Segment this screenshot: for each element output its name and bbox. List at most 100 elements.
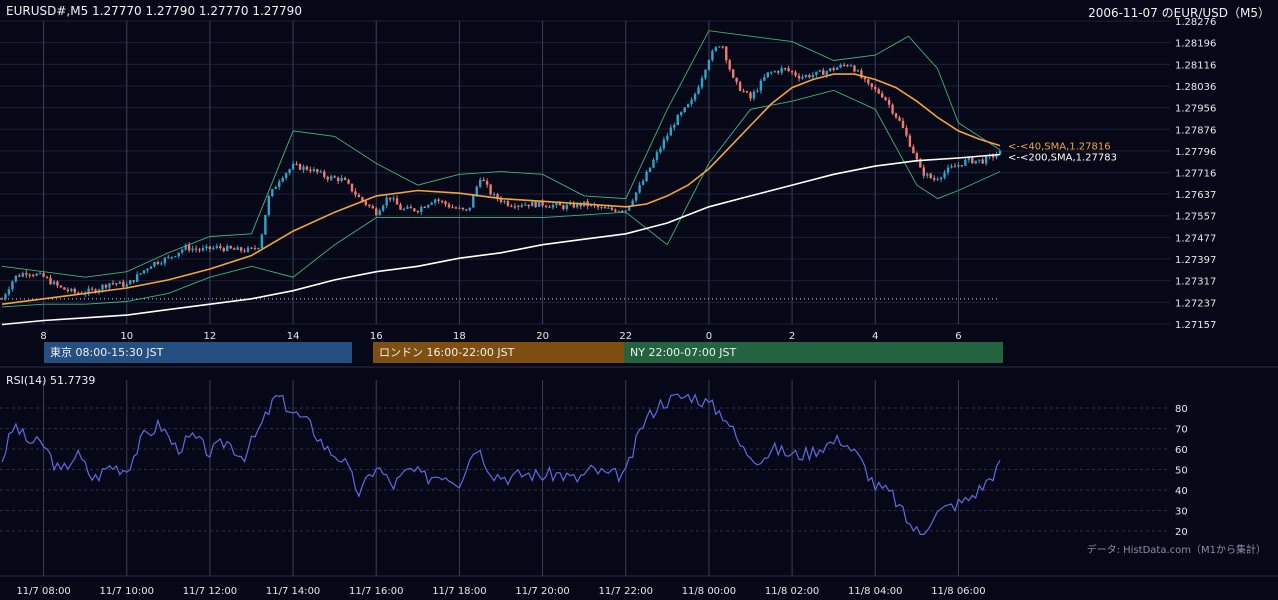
candle-body xyxy=(742,90,745,92)
candle-body xyxy=(385,197,388,206)
candle-body xyxy=(818,70,822,72)
candle-body xyxy=(437,199,440,201)
candle-body xyxy=(749,92,752,99)
candle-body xyxy=(146,268,149,271)
candle-body xyxy=(423,207,426,209)
candle-body xyxy=(641,181,645,185)
sma40-label: <-<40,SMA,1.27816 xyxy=(1008,142,1111,153)
candle-body xyxy=(829,68,832,72)
candle-body xyxy=(565,204,569,209)
candle-body xyxy=(87,288,90,294)
bollinger-upper-line xyxy=(1,30,1001,278)
candle-body xyxy=(763,77,766,81)
candle-body xyxy=(187,245,191,251)
candle-body xyxy=(142,270,146,274)
candle-body xyxy=(569,203,572,205)
candle-body xyxy=(371,206,374,209)
session-tokyo: 東京 08:00-15:30 JST xyxy=(44,342,352,363)
candle-body xyxy=(135,274,139,282)
candle-body xyxy=(537,201,541,207)
candle-body xyxy=(811,74,815,78)
candle-body xyxy=(326,176,329,180)
candle-body xyxy=(600,207,603,209)
session-tokyo-label: 東京 08:00-15:30 JST xyxy=(50,346,164,359)
candle-body xyxy=(558,203,562,206)
session-london: ロンドン 16:00-22:00 JST xyxy=(373,342,624,363)
candle-body xyxy=(63,287,66,290)
candle-body xyxy=(260,234,264,249)
rsi-title: RSI(14) 51.7739 xyxy=(6,374,96,387)
candle-body xyxy=(35,273,38,276)
candle-body xyxy=(894,113,898,118)
candles-group xyxy=(0,45,1002,301)
candle-body xyxy=(804,75,808,78)
candle-body xyxy=(101,284,104,290)
candle-body xyxy=(281,177,284,182)
candle-body xyxy=(177,252,180,257)
candle-body xyxy=(707,60,711,70)
candle-body xyxy=(160,263,163,265)
rsi-line xyxy=(1,393,1001,536)
candle-body xyxy=(797,75,801,79)
rsi-tick-label: 30 xyxy=(1175,507,1188,518)
candle-body xyxy=(517,205,520,208)
candle-body xyxy=(66,289,70,291)
chart-date-title: 2006-11-07 のEUR/USD（M5） xyxy=(1088,6,1270,20)
candle-body xyxy=(104,284,108,288)
candle-body xyxy=(28,274,31,276)
candle-body xyxy=(25,273,28,275)
candle-body xyxy=(777,71,780,73)
candle-body xyxy=(835,67,839,70)
candle-body xyxy=(693,94,697,100)
price-tick-label: 1.27716 xyxy=(1175,169,1216,180)
candle-body xyxy=(731,69,735,78)
candle-body xyxy=(853,65,856,72)
candle-body xyxy=(253,248,257,250)
candle-body xyxy=(132,280,135,282)
candle-body xyxy=(198,249,201,251)
candle-body xyxy=(312,169,316,172)
candle-body xyxy=(264,214,267,235)
candle-body xyxy=(652,159,655,168)
rsi-x-tick-label: 11/7 18:00 xyxy=(432,586,486,597)
candle-body xyxy=(239,247,243,251)
candle-body xyxy=(957,165,960,167)
candle-body xyxy=(357,194,361,198)
price-tick-label: 1.28196 xyxy=(1175,39,1216,50)
candle-body xyxy=(655,152,659,160)
candle-body xyxy=(333,176,336,178)
candle-body xyxy=(645,171,648,182)
candle-body xyxy=(413,208,416,211)
candle-body xyxy=(825,71,828,75)
candle-body xyxy=(156,261,160,264)
candle-body xyxy=(711,50,714,61)
candle-body xyxy=(125,284,128,287)
price-tick-label: 1.27237 xyxy=(1175,298,1216,309)
candle-body xyxy=(475,186,478,196)
candle-body xyxy=(381,205,385,211)
candle-body xyxy=(267,195,271,215)
candle-body xyxy=(246,247,250,252)
candle-body xyxy=(887,100,891,105)
candle-body xyxy=(704,69,707,79)
candle-body xyxy=(350,183,354,192)
candle-body xyxy=(375,208,378,216)
candle-body xyxy=(226,245,229,251)
candle-body xyxy=(201,248,205,251)
bollinger-lower-line xyxy=(1,89,1001,308)
candle-body xyxy=(946,167,950,173)
price-tick-label: 1.28036 xyxy=(1175,82,1216,93)
x-tick-label: 12 xyxy=(204,331,217,342)
candle-body xyxy=(697,87,700,95)
candle-body xyxy=(721,46,724,48)
candle-body xyxy=(77,292,80,294)
candle-body xyxy=(676,114,679,125)
candle-body xyxy=(998,150,1002,155)
candle-body xyxy=(402,208,406,210)
candle-body xyxy=(361,197,364,202)
candle-body xyxy=(191,248,194,251)
candle-body xyxy=(316,169,319,173)
candle-body xyxy=(846,65,849,67)
candle-body xyxy=(440,200,444,202)
